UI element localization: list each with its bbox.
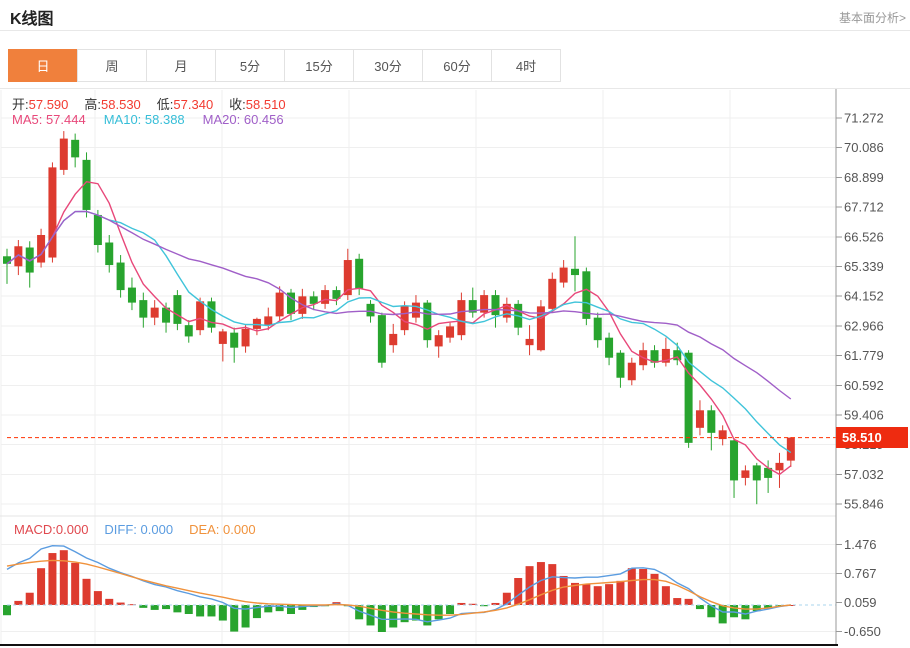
last-price-tag-text: 58.510 [842, 430, 882, 446]
macd-tick-label: 0.059 [844, 595, 877, 610]
page-title: K线图 [10, 11, 54, 28]
ma20-line [6, 210, 792, 400]
macd-tick-label: 0.767 [844, 566, 877, 581]
y-tick-label: 66.526 [844, 229, 884, 244]
y-tick-label: 55.846 [844, 497, 884, 512]
tab-5分[interactable]: 5分 [215, 49, 285, 82]
y-tick-label: 67.712 [844, 200, 884, 215]
tab-60分[interactable]: 60分 [422, 49, 492, 82]
y-tick-label: 71.272 [844, 111, 884, 126]
y-tick-label: 59.406 [844, 408, 884, 423]
period-tabbar: 日周月 5分 15分 30分 60分 4时 [8, 49, 561, 82]
macd-tick-label: -0.650 [844, 624, 881, 639]
macd-tick-label: 1.476 [844, 537, 877, 552]
tab-月[interactable]: 月 [146, 49, 216, 82]
last-price-tag: 58.510 [836, 427, 908, 449]
tab-4时[interactable]: 4时 [491, 49, 561, 82]
y-tick-label: 68.899 [844, 170, 884, 185]
ma10-line [6, 210, 792, 454]
y-tick-label: 57.032 [844, 467, 884, 482]
y-tick-label: 62.966 [844, 318, 884, 333]
main-y-axis: 71.272 70.086 68.899 67.712 66.526 65.339 64.1… [835, 89, 884, 645]
macd-y-axis: 1.476 0.767 0.059 -0.650 [836, 537, 881, 639]
chart-area[interactable]: 71.272 70.086 68.899 67.712 66.526 65.339 64.1… [0, 88, 910, 647]
macd-histogram [3, 550, 795, 632]
y-tick-label: 60.592 [844, 378, 884, 393]
candles-layer [3, 131, 795, 505]
fundamental-analysis-link[interactable]: 基本面分析> [838, 11, 906, 25]
tab-15分[interactable]: 15分 [284, 49, 354, 82]
kline-chart-canvas[interactable]: 71.272 70.086 68.899 67.712 66.526 65.339 64.1… [0, 89, 910, 648]
dea-line [6, 559, 791, 616]
header: K线图 基本面分析> [0, 0, 910, 31]
gridlines [0, 90, 836, 645]
tab-日[interactable]: 日 [8, 49, 78, 82]
tab-周[interactable]: 周 [77, 49, 147, 82]
tab-30分[interactable]: 30分 [353, 49, 423, 82]
y-tick-label: 61.779 [844, 348, 884, 363]
y-tick-label: 64.152 [844, 289, 884, 304]
y-tick-label: 65.339 [844, 259, 884, 274]
y-tick-label: 70.086 [844, 140, 884, 155]
ma5-line [6, 180, 792, 476]
